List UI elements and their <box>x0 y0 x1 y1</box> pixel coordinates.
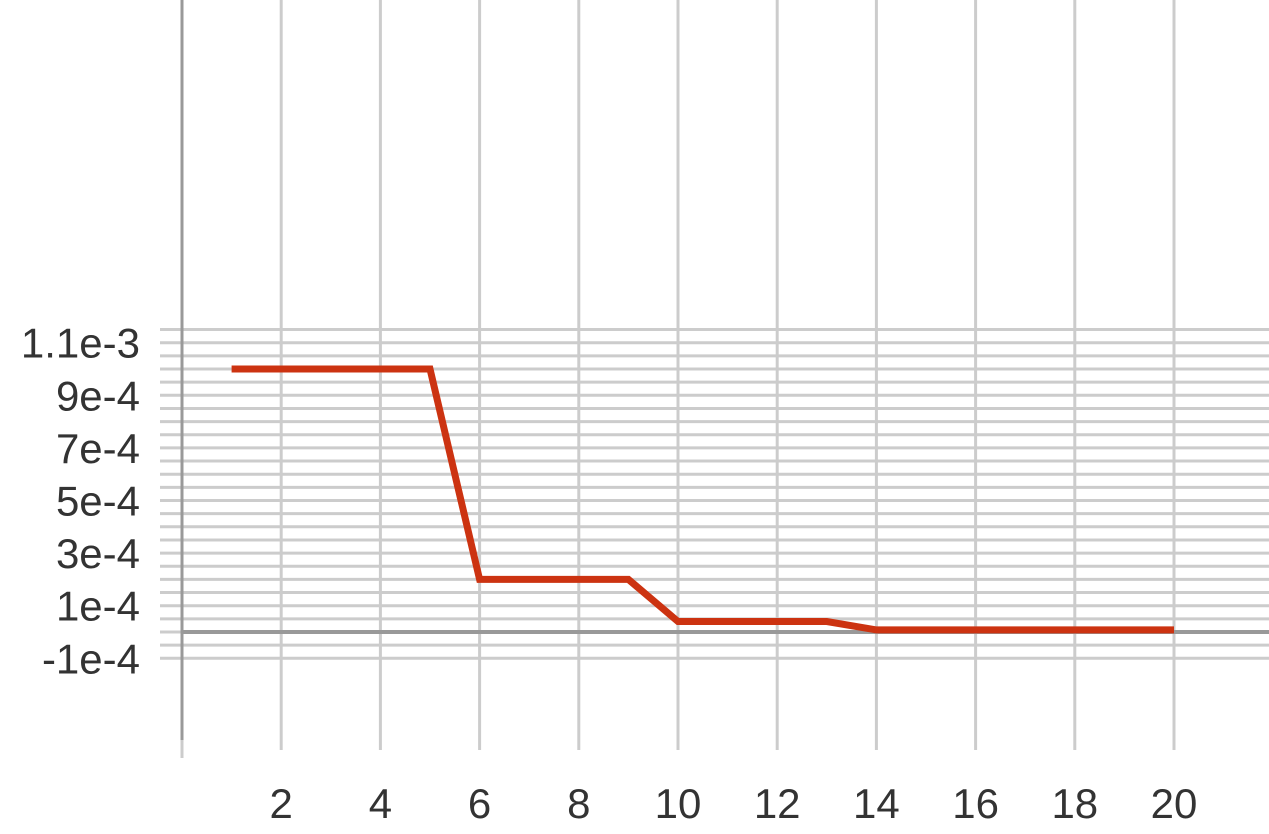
x-tick-label: 4 <box>369 780 392 827</box>
x-tick-label: 6 <box>468 780 491 827</box>
x-tick-label: 18 <box>1051 780 1098 827</box>
x-tick-label: 12 <box>754 780 801 827</box>
grid <box>160 0 1269 750</box>
y-tick-label: -1e-4 <box>42 635 140 682</box>
x-tick-label: 10 <box>655 780 702 827</box>
x-tick-label: 8 <box>567 780 590 827</box>
y-tick-label: 9e-4 <box>56 372 140 419</box>
series-layer <box>231 365 1174 634</box>
x-tick-label: 20 <box>1151 780 1198 827</box>
y-axis-ticks: 1.1e-3 9e-4 7e-4 5e-4 3e-4 1e-4 -1e-4 <box>21 320 140 683</box>
x-axis-ticks: 2 4 6 8 10 12 14 16 18 20 <box>270 780 1198 827</box>
series-line <box>231 365 1174 634</box>
y-tick-label: 1.1e-3 <box>21 320 140 367</box>
y-tick-label: 1e-4 <box>56 583 140 630</box>
x-tick-label: 2 <box>270 780 293 827</box>
y-tick-label: 3e-4 <box>56 530 140 577</box>
x-tick-label: 14 <box>853 780 900 827</box>
x-tick-label: 16 <box>952 780 999 827</box>
y-tick-label: 7e-4 <box>56 425 140 472</box>
y-tick-label: 5e-4 <box>56 478 140 525</box>
